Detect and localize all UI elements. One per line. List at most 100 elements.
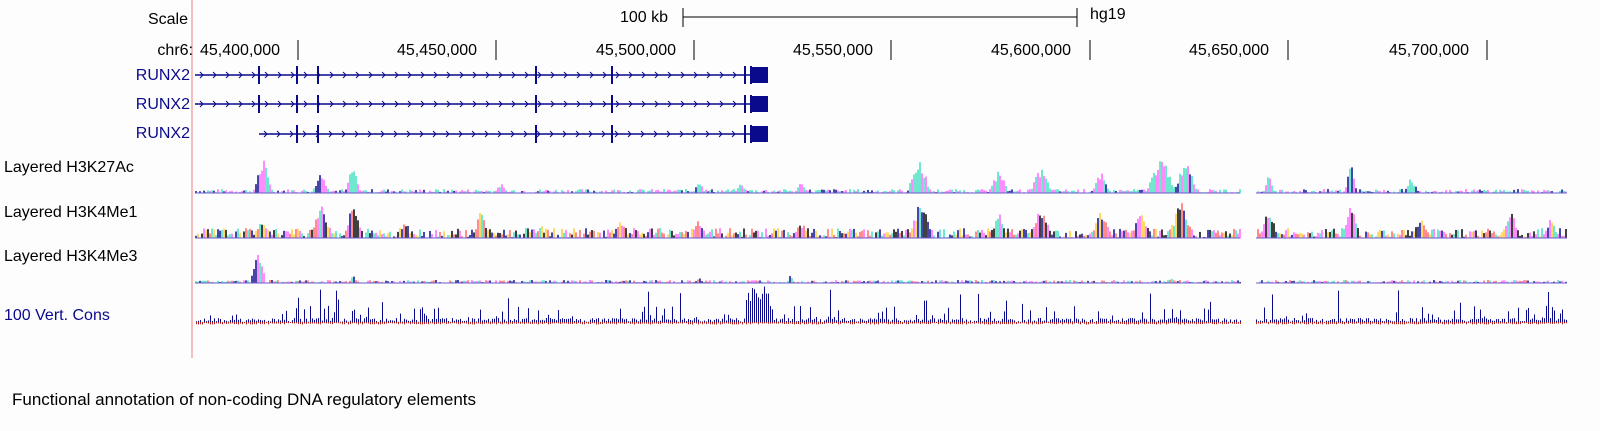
strand-arrow <box>238 71 243 79</box>
conservation-neg-bar <box>254 322 255 325</box>
signal-bar <box>1477 235 1479 239</box>
conservation-bar <box>1074 306 1075 322</box>
signal-bar <box>783 189 785 194</box>
conservation-bar <box>1360 318 1361 322</box>
signal-bar <box>1019 230 1021 239</box>
track-label-h3k4me1[interactable]: Layered H3K4Me1 <box>4 204 138 221</box>
signal-bar <box>609 280 611 284</box>
conservation-bar <box>958 319 959 322</box>
signal-bar <box>745 234 747 239</box>
conservation-neg-bar <box>1058 322 1059 324</box>
track-label-conservation[interactable]: 100 Vert. Cons <box>4 307 110 324</box>
signal-bar <box>995 220 997 239</box>
conservation-bar <box>574 320 575 322</box>
track-label-h3k4me3[interactable]: Layered H3K4Me3 <box>4 248 138 265</box>
strand-arrow <box>628 100 633 108</box>
signal-bar <box>701 186 703 194</box>
conservation-neg-bar <box>318 322 319 325</box>
conservation-neg-bar <box>1514 322 1515 324</box>
signal-bar <box>901 280 903 284</box>
signal-bar <box>1421 281 1423 284</box>
conservation-neg-bar <box>878 322 879 325</box>
signal-bar <box>241 191 243 194</box>
signal-bar <box>543 280 545 284</box>
conservation-neg-bar <box>1412 322 1413 324</box>
conservation-bar <box>1518 307 1519 322</box>
strand-arrow <box>394 71 399 79</box>
signal-bar <box>1423 225 1425 239</box>
gene-label-runx2[interactable]: RUNX2 <box>135 96 190 113</box>
signal-bar <box>1395 281 1397 284</box>
signal-bar <box>1299 280 1301 284</box>
conservation-bar <box>808 318 809 322</box>
conservation-bar <box>1512 318 1513 322</box>
track-label-h3k27ac[interactable]: Layered H3K27Ac <box>4 159 134 176</box>
signal-bar <box>617 227 619 239</box>
conservation-bar <box>1160 319 1161 322</box>
signal-bar <box>1161 161 1163 194</box>
signal-bar <box>1007 191 1009 194</box>
conservation-bar <box>1530 319 1531 322</box>
gene-exon <box>535 125 537 143</box>
conservation-bar <box>1258 321 1259 322</box>
signal-bar <box>571 280 573 284</box>
signal-bar <box>729 228 731 239</box>
signal-bar <box>907 190 909 194</box>
signal-bar <box>761 232 763 239</box>
conservation-bar <box>376 320 377 322</box>
conservation-bar <box>1092 319 1093 322</box>
signal-bar <box>1515 280 1517 284</box>
conservation-bar <box>1562 309 1563 322</box>
signal-bar <box>1301 281 1303 284</box>
signal-bar <box>769 235 771 239</box>
signal-bar <box>717 190 719 194</box>
signal-bar <box>1443 231 1445 239</box>
signal-bar <box>325 222 327 239</box>
conservation-neg-bar <box>1212 322 1213 325</box>
signal-bar <box>1063 236 1065 239</box>
signal-bar <box>499 187 501 194</box>
conservation-neg-bar <box>742 322 743 325</box>
signal-bar <box>1361 190 1363 194</box>
signal-bar <box>1263 224 1265 239</box>
conservation-neg-bar <box>712 322 713 325</box>
signal-bar <box>485 190 487 194</box>
signal-bar <box>419 189 421 194</box>
conservation-neg-bar <box>1402 322 1403 325</box>
conservation-neg-bar <box>604 322 605 324</box>
signal-bar <box>837 190 839 194</box>
signal-bar <box>843 191 845 194</box>
signal-bar <box>793 281 795 284</box>
signal-bar <box>1481 190 1483 194</box>
conservation-bar <box>230 319 231 322</box>
signal-bar <box>923 212 925 239</box>
signal-bar <box>839 191 841 194</box>
conservation-neg-bar <box>1380 322 1381 325</box>
conservation-bar <box>658 321 659 322</box>
signal-bar <box>673 235 675 239</box>
signal-bar <box>563 191 565 194</box>
conservation-bar <box>622 318 623 322</box>
gene-exon <box>296 125 298 143</box>
strand-arrow <box>589 71 594 79</box>
conservation-bar <box>248 319 249 322</box>
conservation-neg-bar <box>266 322 267 324</box>
strand-arrow <box>706 71 711 79</box>
conservation-bar <box>1334 318 1335 322</box>
conservation-neg-bar <box>1388 322 1389 325</box>
signal-bar <box>495 190 497 194</box>
conservation-neg-bar <box>348 322 349 325</box>
strand-arrow <box>394 100 399 108</box>
gene-label-runx2[interactable]: RUNX2 <box>135 125 190 142</box>
conservation-neg-bar <box>1300 322 1301 324</box>
signal-bar <box>1377 231 1379 239</box>
signal-bar <box>843 233 845 239</box>
signal-bar <box>1543 234 1545 239</box>
gene-label-runx2[interactable]: RUNX2 <box>135 67 190 84</box>
signal-bar <box>577 189 579 194</box>
signal-bar <box>341 236 343 239</box>
conservation-neg-bar <box>716 322 717 325</box>
conservation-neg-bar <box>754 322 755 324</box>
conservation-neg-bar <box>362 322 363 325</box>
conservation-bar <box>332 317 333 322</box>
